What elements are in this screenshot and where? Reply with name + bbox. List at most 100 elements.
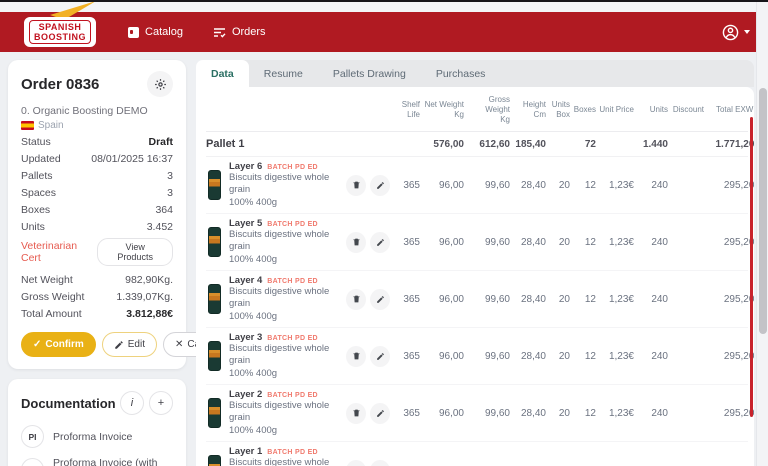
product-image	[208, 227, 221, 258]
edit-row-button[interactable]	[370, 288, 390, 310]
product-name: Biscuits digestive whole grain	[229, 286, 330, 310]
edit-row-button[interactable]	[370, 231, 390, 253]
row-actions	[346, 231, 390, 253]
cell-value: 99,60	[484, 179, 510, 191]
edit-row-button[interactable]	[370, 174, 390, 196]
pallet-summary-value: 1.771,20€	[715, 138, 755, 150]
cell-value: 365	[403, 179, 420, 191]
delete-row-button[interactable]	[346, 288, 366, 310]
cell-value: 295,20€	[723, 236, 754, 248]
table-body: Pallet 1 576,00 612,60 185,40 72 1.440 1.771,2…	[206, 132, 754, 466]
product-text: Layer 3 BATCH PD ED Biscuits digestive who…	[229, 332, 346, 380]
delete-row-button[interactable]	[346, 459, 366, 466]
table-scrollbar-thumb[interactable]	[750, 117, 753, 417]
confirm-button[interactable]: ✓ Confirm	[21, 332, 96, 357]
product-cell: Layer 6 BATCH PD ED Biscuits digestive who…	[206, 161, 346, 209]
cell-value: 99,60	[484, 236, 510, 248]
main-nav: Catalog Orders	[128, 26, 266, 38]
layer-label: Layer 5	[229, 218, 263, 230]
batch-tag: BATCH PD ED	[267, 164, 318, 171]
table-row: Layer 4 BATCH PD ED Biscuits digestive who…	[206, 271, 754, 329]
info-icon: i	[130, 397, 134, 409]
doc-item[interactable]: PI Proforma Invoice (with images)	[21, 457, 173, 466]
cell-value: 240	[651, 293, 668, 305]
total-value: 982,90Kg.	[125, 274, 173, 286]
product-image	[208, 341, 221, 372]
documentation-title: Documentation	[21, 395, 116, 411]
order-field-row: Units 3.452	[21, 221, 173, 233]
delete-row-button[interactable]	[346, 174, 366, 196]
delete-row-button[interactable]	[346, 402, 366, 424]
user-menu[interactable]	[722, 24, 750, 41]
field-value: 3	[167, 170, 173, 182]
layer-label: Layer 4	[229, 275, 263, 287]
page-scrollbar-thumb[interactable]	[759, 88, 767, 334]
doc-item[interactable]: PI Proforma Invoice	[21, 425, 173, 448]
cell-value: 12	[584, 350, 596, 362]
cell-value: 12	[584, 236, 596, 248]
cell-value: 20	[558, 236, 570, 248]
row-actions	[346, 345, 390, 367]
cell-value: 12	[584, 293, 596, 305]
pencil-icon	[376, 352, 384, 360]
field-value: Draft	[148, 136, 173, 148]
edit-button[interactable]: Edit	[101, 332, 157, 357]
add-document-button[interactable]: +	[149, 391, 173, 415]
trash-icon	[353, 295, 359, 303]
total-label: Total Amount	[21, 308, 82, 320]
column-header: Shelf Life	[401, 100, 420, 119]
documentation-card: Documentation i + PI Proforma Invoice PI Pr…	[8, 379, 186, 466]
field-label: Boxes	[21, 204, 51, 216]
orders-list-icon	[213, 27, 226, 38]
info-button[interactable]: i	[120, 391, 144, 415]
cell-value: 295,20€	[723, 407, 754, 419]
table-row: Layer 1 BATCH PD ED Biscuits digestive who…	[206, 442, 754, 466]
total-label: Gross Weight	[21, 291, 85, 303]
tab-purchases[interactable]: Purchases	[435, 67, 486, 80]
column-header: Gross Weight Kg	[485, 95, 510, 124]
product-image	[208, 284, 221, 315]
field-label: Updated	[21, 153, 61, 165]
cell-value: 99,60	[464, 465, 510, 466]
nav-item-orders[interactable]: Orders	[213, 26, 266, 38]
doc-item-label: Proforma Invoice (with images)	[53, 457, 158, 466]
brand-logo[interactable]: SPANISH BOOSTING	[24, 2, 97, 47]
delete-row-button[interactable]	[346, 231, 366, 253]
order-summary-card: Order 0836 0. Organic Boosting DEMO Spai…	[8, 60, 231, 369]
order-settings-button[interactable]	[147, 71, 173, 97]
order-field-row: Status Draft	[21, 136, 173, 148]
order-total-row: Gross Weight 1.339,07Kg.	[21, 291, 173, 303]
view-products-button[interactable]: View Products	[97, 238, 173, 266]
chevron-down-icon	[744, 30, 750, 34]
field-label: Spaces	[21, 187, 57, 199]
doc-badge-icon: PI	[21, 425, 44, 448]
edit-row-button[interactable]	[370, 402, 390, 424]
product-name: Biscuits digestive whole grain	[229, 457, 330, 466]
product-name: Biscuits digestive whole grain	[229, 343, 330, 367]
pencil-icon	[376, 409, 384, 417]
product-size: 100% 400g	[229, 196, 278, 208]
customer-name: 0. Organic Boosting DEMO	[21, 105, 148, 117]
product-name: Biscuits digestive whole grain	[229, 400, 330, 424]
tab-pallets-drawing[interactable]: Pallets Drawing	[332, 67, 406, 80]
delete-row-button[interactable]	[346, 345, 366, 367]
cell-value: 295,20€	[723, 179, 754, 191]
cell-value: 1,23€	[608, 179, 634, 191]
nav-item-catalog[interactable]: Catalog	[128, 26, 183, 38]
page-scrollbar[interactable]	[756, 2, 768, 466]
cell-value: 240	[651, 350, 668, 362]
product-image	[208, 398, 221, 429]
order-title: Order 0836	[21, 75, 100, 93]
edit-row-button[interactable]	[370, 459, 390, 466]
tab-data[interactable]: Data	[196, 60, 249, 87]
total-value: 1.339,07Kg.	[116, 291, 173, 303]
cell-value: 12	[570, 465, 596, 466]
edit-row-button[interactable]	[370, 345, 390, 367]
order-total-row: Total Amount 3.812,88€	[21, 308, 173, 320]
cell-value: 99,60	[484, 407, 510, 419]
country-label: Spain	[38, 120, 64, 131]
cell-value: 20	[546, 465, 570, 466]
tab-resume[interactable]: Resume	[263, 67, 303, 80]
main-content: Order 0836 0. Organic Boosting DEMO Spai…	[0, 52, 768, 466]
field-value: 3.452	[146, 221, 173, 233]
